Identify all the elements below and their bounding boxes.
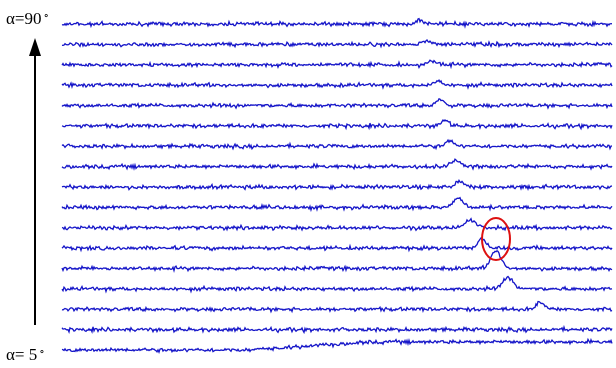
spectrum-trace-7 <box>61 138 613 151</box>
spectrum-trace-5 <box>61 97 613 110</box>
spectrum-trace-1 <box>61 17 613 29</box>
highlight-circle <box>481 217 511 261</box>
spectrum-trace-15 <box>61 300 613 314</box>
spectrum-trace-10 <box>61 196 613 213</box>
angle-axis-arrow <box>29 38 41 325</box>
spectrum-trace-11 <box>61 217 613 232</box>
spectrum-trace-12 <box>61 236 613 253</box>
spectrum-trace-16 <box>61 324 613 335</box>
spectrum-trace-13 <box>61 249 613 273</box>
spectrum-trace-8 <box>61 158 613 171</box>
angle-label-top: α=90 ∘ <box>6 9 49 28</box>
spectrum-trace-9 <box>61 179 613 192</box>
spectrum-trace-3 <box>61 59 613 70</box>
spectrum-trace-6 <box>61 119 613 131</box>
spectrum-trace-2 <box>61 38 613 49</box>
spectrum-trace-14 <box>61 275 613 294</box>
angle-label-bottom: α= 5 ∘ <box>6 345 45 364</box>
spectra-traces <box>61 17 613 354</box>
spectrum-trace-17 <box>61 337 613 354</box>
spectrum-trace-4 <box>61 78 613 90</box>
